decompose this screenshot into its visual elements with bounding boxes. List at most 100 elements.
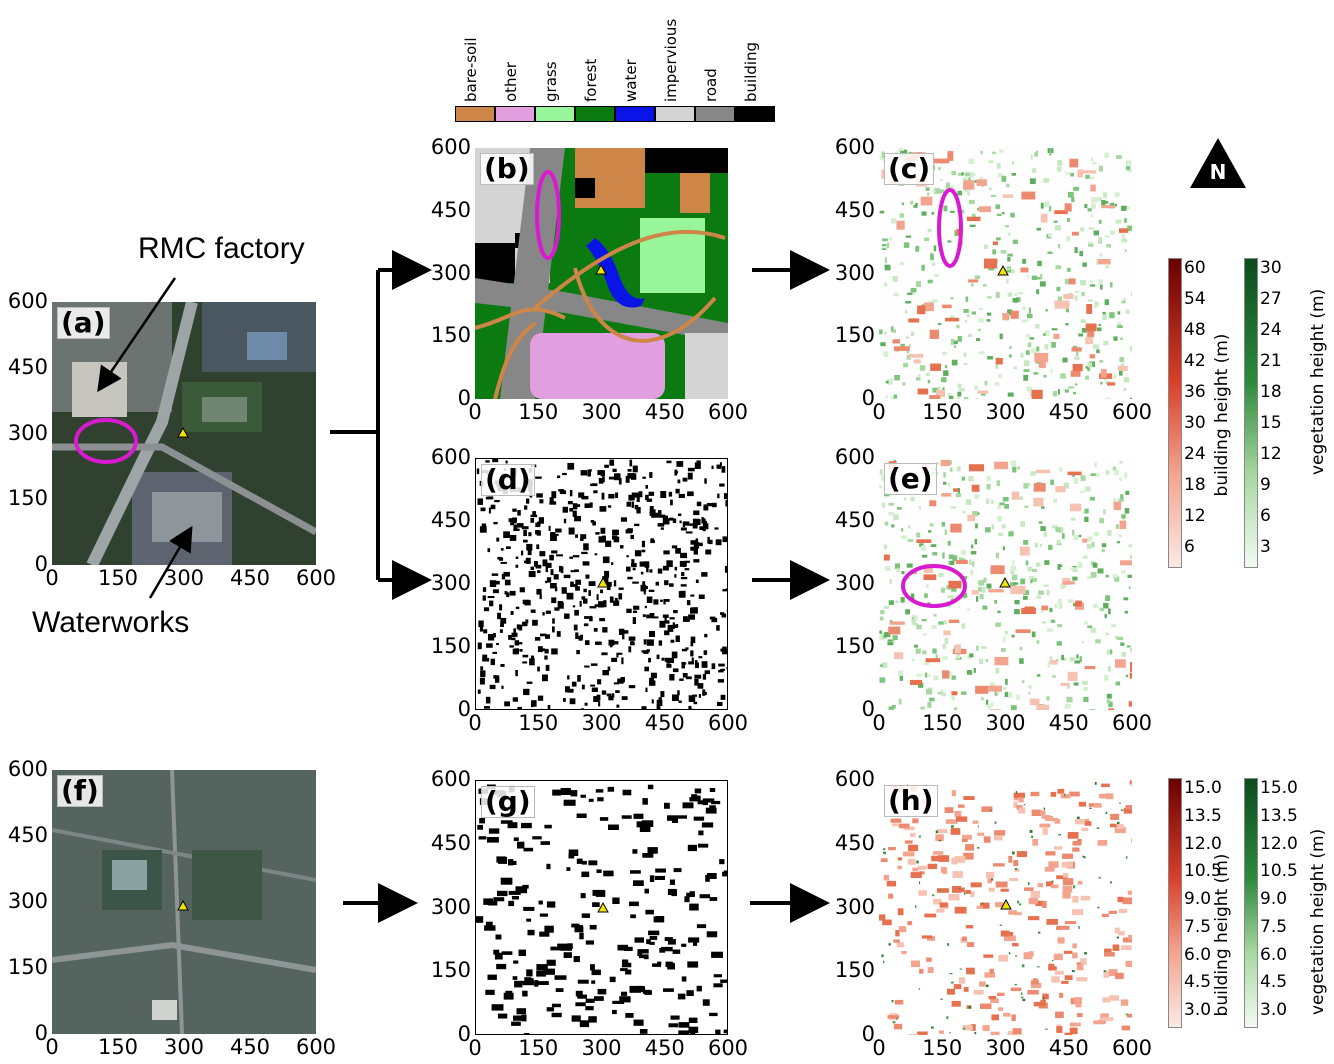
colorbar-tick: 48 [1184, 320, 1206, 340]
y-tick: 0 [861, 697, 875, 721]
colorbar-title: building height (m) [1212, 333, 1232, 497]
panel-f-label: (f) [57, 775, 103, 807]
y-tick: 450 [430, 508, 471, 532]
x-tick: 0 [45, 1035, 59, 1059]
colorbar-tick: 7.5 [1184, 916, 1212, 937]
legend-swatch-grass [535, 106, 575, 122]
y-tick: 150 [834, 323, 875, 348]
colorbar-tick: 15.0 [1260, 778, 1298, 798]
legend-label-forest: forest [582, 58, 600, 102]
panel-a-label: (a) [57, 307, 110, 339]
colorbar-tick: 9.0 [1184, 889, 1212, 910]
colorbar-tick: 27 [1260, 289, 1282, 309]
colorbar-tick: 13.5 [1184, 805, 1222, 826]
colorbar-tick: 42 [1184, 351, 1206, 371]
y-tick: 300 [834, 260, 875, 285]
colorbar-tick: 12 [1260, 444, 1282, 464]
x-tick: 600 [707, 711, 749, 735]
waterworks-label: Waterworks [32, 606, 190, 639]
x-tick: 300 [581, 1036, 622, 1060]
panel-e-label: (e) [884, 463, 937, 495]
legend-label-bare-soil: bare-soil [462, 37, 480, 102]
colorbar-tick: 4.5 [1184, 972, 1212, 993]
colorbar-title: vegetation height (m) [1308, 828, 1328, 1015]
x-tick: 450 [229, 1035, 271, 1059]
y-tick: 150 [7, 486, 48, 511]
y-tick: 300 [7, 889, 48, 913]
colorbar-tick: 60 [1184, 258, 1206, 278]
x-tick: 450 [1048, 400, 1089, 424]
y-tick: 0 [457, 697, 471, 721]
x-tick: 150 [97, 1035, 139, 1059]
x-tick: 0 [872, 711, 886, 735]
legend-swatch-other [495, 106, 535, 122]
y-tick: 0 [34, 552, 48, 576]
y-tick: 600 [7, 757, 48, 781]
y-tick: 150 [430, 958, 471, 983]
colorbar-tick: 6.0 [1260, 944, 1288, 965]
x-tick: 600 [295, 1035, 337, 1059]
y-tick: 450 [7, 823, 48, 847]
colorbar-bottom-building [1168, 778, 1182, 1028]
y-tick: 150 [834, 958, 875, 983]
colorbar-tick: 24 [1260, 320, 1282, 340]
y-tick: 0 [861, 386, 875, 410]
x-tick: 450 [1048, 711, 1089, 735]
y-tick: 600 [430, 767, 471, 791]
y-tick: 300 [834, 571, 875, 595]
landcover-legend: bare-soil other grass forest water impervious… [455, 0, 785, 125]
y-tick: 0 [457, 386, 471, 410]
y-tick: 450 [430, 830, 471, 855]
legend-swatch-building [735, 106, 775, 122]
y-tick: 300 [834, 894, 875, 919]
y-tick: 450 [834, 830, 875, 855]
y-tick: 300 [430, 571, 471, 595]
colorbar-title: building height (m) [1212, 853, 1232, 1017]
legend-label-grass: grass [542, 61, 560, 102]
panel-c-label: (c) [884, 153, 935, 185]
colorbar-tick: 18 [1184, 475, 1206, 495]
panel-h-heightmap: (h) [879, 780, 1132, 1035]
y-tick: 600 [834, 445, 875, 469]
x-tick: 600 [1111, 400, 1153, 424]
colorbar-tick: 9.0 [1260, 889, 1288, 910]
x-tick: 150 [922, 400, 963, 424]
x-tick: 0 [872, 1036, 886, 1060]
y-tick: 450 [430, 197, 471, 222]
y-tick: 600 [7, 289, 48, 313]
x-tick: 150 [922, 1036, 963, 1060]
colorbar-tick: 24 [1184, 444, 1206, 464]
colorbar-tick: 3.0 [1184, 1000, 1212, 1021]
y-tick: 300 [7, 420, 48, 445]
panel-c-heightmap: (c) [879, 148, 1132, 399]
y-tick: 0 [457, 1022, 471, 1046]
x-tick: 150 [97, 566, 139, 590]
legend-swatch-impervious [655, 106, 695, 122]
x-tick: 600 [1111, 711, 1153, 735]
y-tick: 600 [834, 135, 875, 159]
legend-label-other: other [502, 62, 520, 102]
colorbar-tick: 4.5 [1260, 972, 1288, 993]
x-tick: 300 [985, 1036, 1026, 1060]
panel-d-label: (d) [481, 464, 535, 496]
colorbar-tick: 9 [1260, 475, 1271, 495]
colorbar-tick: 36 [1184, 382, 1206, 402]
x-tick: 0 [872, 400, 886, 424]
x-tick: 600 [707, 1036, 749, 1060]
colorbar-bottom-vegetation [1244, 778, 1258, 1028]
legend-swatch-water [615, 106, 655, 122]
y-tick: 300 [430, 260, 471, 285]
x-tick: 300 [163, 1035, 205, 1059]
x-tick: 0 [45, 566, 59, 590]
y-tick: 150 [430, 323, 471, 348]
legend-swatch-forest [575, 106, 615, 122]
colorbar-top-vegetation [1244, 258, 1258, 568]
colorbar-tick: 6.0 [1184, 944, 1212, 965]
y-tick: 600 [430, 445, 471, 469]
legend-label-impervious: impervious [662, 18, 680, 102]
panel-b-label: (b) [480, 153, 534, 185]
panel-e-heightmap: (e) [879, 458, 1132, 710]
x-tick: 450 [644, 1036, 685, 1060]
x-tick: 150 [518, 1036, 559, 1060]
colorbar-title: vegetation height (m) [1308, 288, 1328, 475]
